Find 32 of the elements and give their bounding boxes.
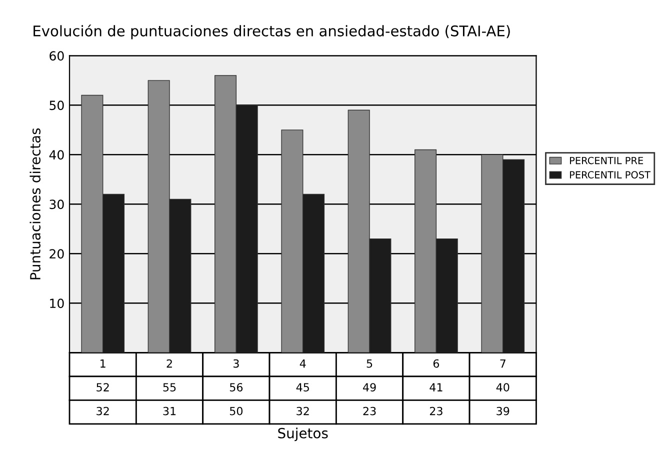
data-label: 52 [96, 383, 109, 392]
data-label: 40 [496, 383, 510, 392]
x-tick-label: 7 [500, 359, 506, 368]
y-axis-title: Puntuaciones directas [30, 128, 40, 280]
x-tick-label: 5 [366, 359, 372, 368]
data-label: 56 [230, 383, 243, 392]
data-label: 45 [296, 383, 309, 392]
x-axis-title: Sujetos [278, 428, 328, 442]
y-tick-label: 40 [49, 150, 64, 160]
x-tick-label: 3 [234, 359, 239, 368]
data-label: 49 [363, 383, 376, 392]
y-tick-label: 60 [50, 51, 64, 61]
data-label: 41 [430, 383, 442, 392]
legend-label: PERCENTIL PRE [570, 156, 644, 164]
data-label: 32 [296, 406, 309, 416]
data-label: 39 [496, 406, 510, 416]
y-tick-label: 10 [50, 298, 64, 308]
data-label: 23 [430, 406, 442, 416]
y-tick-label: 30 [50, 200, 64, 210]
legend-label: PERCENTIL POST [570, 171, 651, 178]
x-tick-label: 2 [166, 359, 172, 368]
x-tick-label: 4 [300, 359, 306, 368]
data-label: 50 [230, 406, 243, 416]
y-tick-label: 20 [50, 249, 64, 259]
x-tick-label: 6 [433, 359, 440, 368]
data-label: 31 [163, 406, 176, 416]
x-tick-label: 1 [100, 359, 106, 368]
data-label: 23 [363, 406, 376, 416]
chart-title: Evolución de puntuaciones directas en ansiedad-estado (STAI-AE) [34, 24, 510, 40]
data-label: 55 [163, 383, 176, 392]
y-tick-label: 50 [50, 100, 64, 110]
data-label: 32 [96, 406, 109, 416]
